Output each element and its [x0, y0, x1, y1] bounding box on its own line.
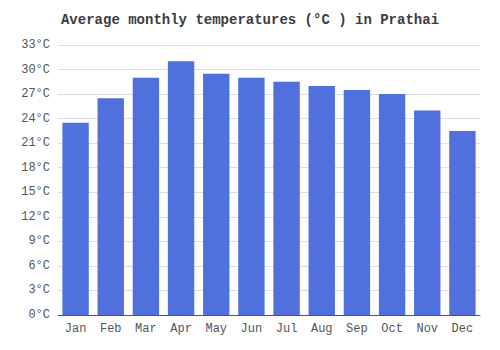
svg-text:Jul: Jul — [276, 322, 298, 336]
svg-text:3°C: 3°C — [28, 283, 50, 297]
svg-text:21°C: 21°C — [21, 136, 50, 150]
svg-text:Sep: Sep — [346, 322, 368, 336]
svg-text:Average monthly temperatures (: Average monthly temperatures (°C ) in Pr… — [61, 12, 439, 28]
svg-text:Mar: Mar — [135, 322, 157, 336]
svg-text:15°C: 15°C — [21, 185, 50, 199]
svg-text:30°C: 30°C — [21, 63, 50, 77]
svg-text:Aug: Aug — [311, 322, 333, 336]
svg-text:Jun: Jun — [241, 322, 263, 336]
svg-text:6°C: 6°C — [28, 259, 50, 273]
svg-text:Oct: Oct — [381, 322, 403, 336]
svg-text:33°C: 33°C — [21, 38, 50, 52]
svg-text:Nov: Nov — [416, 322, 438, 336]
svg-text:18°C: 18°C — [21, 161, 50, 175]
svg-text:Apr: Apr — [170, 322, 192, 336]
svg-text:24°C: 24°C — [21, 112, 50, 126]
svg-text:Jan: Jan — [65, 322, 87, 336]
svg-text:Feb: Feb — [100, 322, 122, 336]
svg-text:May: May — [205, 322, 227, 336]
svg-text:27°C: 27°C — [21, 87, 50, 101]
svg-text:0°C: 0°C — [28, 308, 50, 322]
svg-text:12°C: 12°C — [21, 210, 50, 224]
svg-text:9°C: 9°C — [28, 234, 50, 248]
svg-text:Dec: Dec — [452, 322, 474, 336]
